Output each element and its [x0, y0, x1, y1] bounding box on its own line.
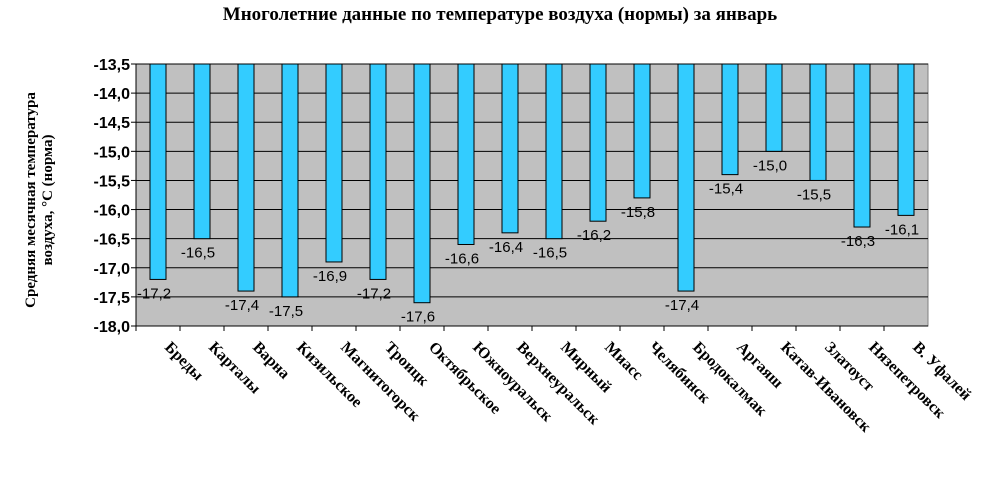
y-tick-label: -16,5 — [94, 232, 131, 249]
data-label: -16,1 — [885, 221, 919, 238]
bar — [237, 63, 255, 292]
y-tick-label: -17,0 — [94, 261, 131, 278]
bar — [369, 63, 387, 280]
data-label: -17,2 — [357, 285, 391, 302]
y-tick-label: -14,0 — [94, 86, 131, 103]
data-label: -16,3 — [841, 233, 875, 250]
data-label: -16,9 — [313, 268, 347, 285]
data-label: -16,6 — [445, 250, 479, 267]
bar — [413, 63, 431, 304]
y-tick-label: -17,5 — [94, 290, 131, 307]
bar — [149, 63, 167, 280]
category-label: Нязепетровск — [865, 339, 949, 423]
bar — [677, 63, 695, 292]
y-tick-label: -16,0 — [94, 203, 131, 220]
y-tick-label: -15,0 — [94, 144, 131, 161]
bar — [457, 63, 475, 245]
bar — [721, 63, 739, 176]
plot-area — [135, 63, 929, 327]
y-tick-label: -15,5 — [94, 173, 131, 190]
bar — [589, 63, 607, 222]
y-tick-label: -14,5 — [94, 115, 131, 132]
data-label: -17,4 — [225, 297, 259, 314]
bar — [501, 63, 519, 234]
data-label: -16,5 — [181, 245, 215, 262]
bar — [193, 63, 211, 240]
data-label: -15,0 — [753, 157, 787, 174]
data-label: -17,4 — [665, 297, 699, 314]
bar — [765, 63, 783, 152]
y-tick-label: -13,5 — [94, 57, 131, 74]
data-label: -15,4 — [709, 181, 743, 198]
chart-title: Многолетние данные по температуре воздух… — [222, 4, 778, 25]
data-label: -17,5 — [269, 303, 303, 320]
data-label: -16,2 — [577, 227, 611, 244]
data-label: -17,2 — [137, 285, 171, 302]
data-label: -16,5 — [533, 245, 567, 262]
category-label: Южноуральск — [469, 339, 556, 426]
data-label: -16,4 — [489, 239, 523, 256]
bar — [853, 63, 871, 228]
bar — [281, 63, 299, 298]
bar — [897, 63, 915, 216]
data-label: -17,6 — [401, 309, 435, 326]
y-tick-label: -18,0 — [94, 319, 131, 336]
bar — [545, 63, 563, 240]
data-label: -15,8 — [621, 204, 655, 221]
data-label: -15,5 — [797, 186, 831, 203]
bar — [633, 63, 651, 199]
category-label: Магнитогорск — [337, 339, 423, 425]
category-label: Бреды — [161, 339, 207, 385]
bar — [809, 63, 827, 181]
bar — [325, 63, 343, 263]
